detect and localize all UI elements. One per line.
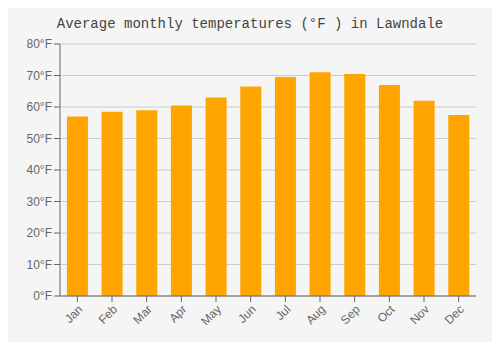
svg-text:Jul: Jul [273,302,294,323]
svg-text:20°F: 20°F [27,226,52,240]
svg-text:Nov: Nov [407,302,432,327]
svg-text:Oct: Oct [374,302,398,326]
svg-text:10°F: 10°F [27,258,52,272]
svg-text:Aug: Aug [303,302,328,327]
html-text:Average monthly temperatures (: Average monthly temperatures (°F ) in La… [56,16,444,32]
svg-text:Apr: Apr [166,302,189,325]
svg-text:40°F: 40°F [27,163,52,177]
svg-text:Jun: Jun [235,302,259,326]
svg-text:Mar: Mar [130,302,155,327]
svg-text:0°F: 0°F [33,289,52,303]
svg-text:Jan: Jan [62,302,86,326]
svg-text:Sep: Sep [338,302,363,327]
svg-text:60°F: 60°F [27,100,52,114]
svg-text:Feb: Feb [96,302,121,327]
svg-text:30°F: 30°F [27,195,52,209]
svg-text:Dec: Dec [442,302,467,327]
svg-text:May: May [198,302,224,328]
svg-text:70°F: 70°F [27,69,52,83]
svg-text:80°F: 80°F [27,37,52,51]
svg-text:50°F: 50°F [27,132,52,146]
